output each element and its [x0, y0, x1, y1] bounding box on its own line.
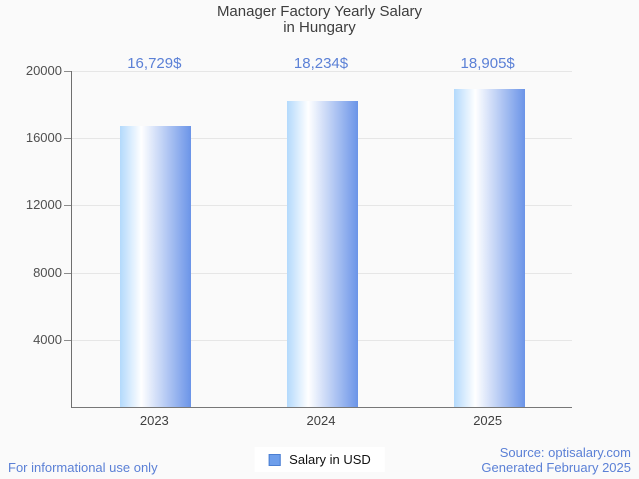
- y-axis-tick-label: 4000: [33, 332, 62, 347]
- y-axis-tick: [64, 138, 71, 139]
- bar-2023: [120, 125, 192, 407]
- legend-label: Salary in USD: [289, 452, 371, 467]
- legend-item-salary-in-usd[interactable]: Salary in USD: [254, 447, 385, 472]
- y-axis-tick: [64, 205, 71, 206]
- y-axis-tick: [64, 340, 71, 341]
- source-info: Source: optisalary.com Generated Februar…: [481, 445, 631, 475]
- bar-2024: [287, 100, 358, 407]
- y-axis-tick-label: 20000: [25, 63, 62, 78]
- x-axis-label: 2025: [473, 413, 503, 428]
- bar-value-label: 18,234$: [293, 55, 349, 72]
- chart-title-line2: in Hungary: [283, 19, 356, 36]
- legend-swatch-icon: [268, 453, 281, 466]
- chart-title-line1: Manager Factory Yearly Salary: [216, 3, 423, 20]
- source-text: Source: optisalary.com: [499, 445, 631, 460]
- y-axis-tick: [64, 273, 71, 274]
- gridline: [72, 71, 572, 72]
- y-axis-tick: [64, 71, 71, 72]
- x-axis-label: 2024: [306, 413, 336, 428]
- bar-2025: [453, 89, 525, 407]
- y-axis-tick-label: 8000: [33, 265, 62, 280]
- disclaimer-text: For informational use only: [8, 460, 158, 475]
- chart-title: Manager Factory Yearly Salary in Hungary: [0, 4, 639, 36]
- generated-text: Generated February 2025: [481, 459, 631, 475]
- y-axis-tick-label: 16000: [25, 130, 62, 145]
- bar-value-label: 16,729$: [127, 55, 182, 72]
- x-axis-label: 2023: [139, 413, 169, 428]
- y-axis-tick-label: 12000: [25, 197, 62, 212]
- bar-value-label: 18,905$: [460, 55, 515, 72]
- plot-area: [64, 71, 572, 408]
